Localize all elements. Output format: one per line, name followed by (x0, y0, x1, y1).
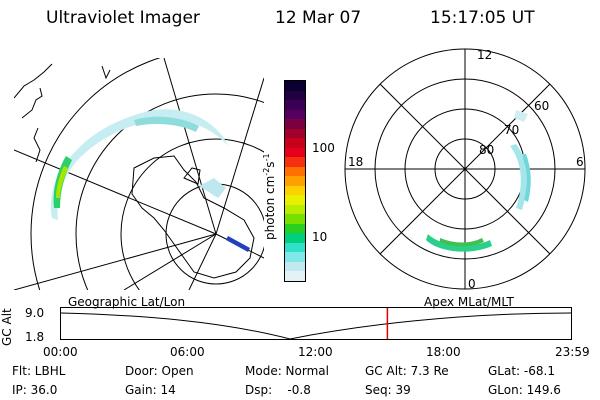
timeline-ytick-low: 1.8 (25, 330, 45, 344)
colorbar-segment (285, 242, 305, 253)
colorbar-unit-label: photon cm-2s-1 (262, 153, 277, 240)
status-gain: Gain: 14 (125, 383, 176, 397)
timeline-xtick-4: 23:59 (555, 345, 590, 359)
colorbar (284, 80, 306, 282)
colorbar-segment (285, 100, 305, 111)
timeline-xtick-2: 12:00 (298, 345, 333, 359)
status-ip: IP: 36.0 (12, 383, 58, 397)
colorbar-segment (285, 109, 305, 120)
altitude-curve (60, 312, 572, 340)
polar-mlt-panel: 12 18 6 0 60 70 80 (344, 48, 586, 291)
colorbar-segment (285, 233, 305, 244)
colorbar-segment (285, 223, 305, 234)
colorbar-segment (285, 90, 305, 101)
colorbar-segment (285, 147, 305, 158)
status-gc-alt: GC Alt: 7.3 Re (365, 364, 449, 378)
timeline-xtick-1: 06:00 (170, 345, 205, 359)
status-door: Door: Open (125, 364, 194, 378)
mlt-label-0: 0 (468, 277, 476, 291)
status-mode: Mode: Normal (245, 364, 329, 378)
instrument-title: Ultraviolet Imager (46, 8, 200, 28)
colorbar-segment (285, 195, 305, 206)
status-seq: Seq: 39 (365, 383, 411, 397)
colorbar-segment (285, 119, 305, 130)
mlt-label-6: 6 (576, 155, 584, 169)
colorbar-segment (285, 185, 305, 196)
status-glat: GLat: -68.1 (488, 364, 555, 378)
colorbar-segment (285, 252, 305, 263)
mlt-label-12: 12 (477, 48, 492, 62)
colorbar-tick-100: 100 (312, 141, 335, 155)
colorbar-segment (285, 271, 305, 282)
colorbar-segment (285, 81, 305, 92)
status-dsp: Dsp: -0.8 (245, 383, 311, 397)
geographic-panel-label: Geographic Lat/Lon (68, 295, 186, 309)
colorbar-segment (285, 128, 305, 139)
lat-label-80: 80 (479, 143, 494, 157)
date-label: 12 Mar 07 (275, 8, 362, 28)
altitude-timeline (60, 307, 572, 340)
geographic-map-panel (14, 58, 264, 290)
lat-label-70: 70 (504, 123, 519, 137)
polar-panel-label: Apex MLat/MLT (424, 295, 514, 309)
mlt-label-18: 18 (348, 155, 363, 169)
status-glon: GLon: 149.6 (488, 383, 561, 397)
colorbar-segment (285, 166, 305, 177)
timeline-ytick-high: 9.0 (25, 306, 45, 320)
timeline-frame (60, 307, 572, 340)
colorbar-segment (285, 157, 305, 168)
colorbar-tick-10: 10 (312, 230, 328, 244)
colorbar-segment (285, 204, 305, 215)
colorbar-segment (285, 214, 305, 225)
timeline-xtick-0: 00:00 (43, 345, 78, 359)
lat-label-60: 60 (534, 99, 549, 113)
colorbar-segment (285, 261, 305, 272)
timeline-axis-label: GC Alt (0, 308, 14, 346)
status-filter: Flt: LBHL (12, 364, 66, 378)
time-label: 15:17:05 UT (430, 8, 535, 28)
timeline-xtick-3: 18:00 (426, 345, 461, 359)
colorbar-segment (285, 138, 305, 149)
colorbar-segment (285, 176, 305, 187)
